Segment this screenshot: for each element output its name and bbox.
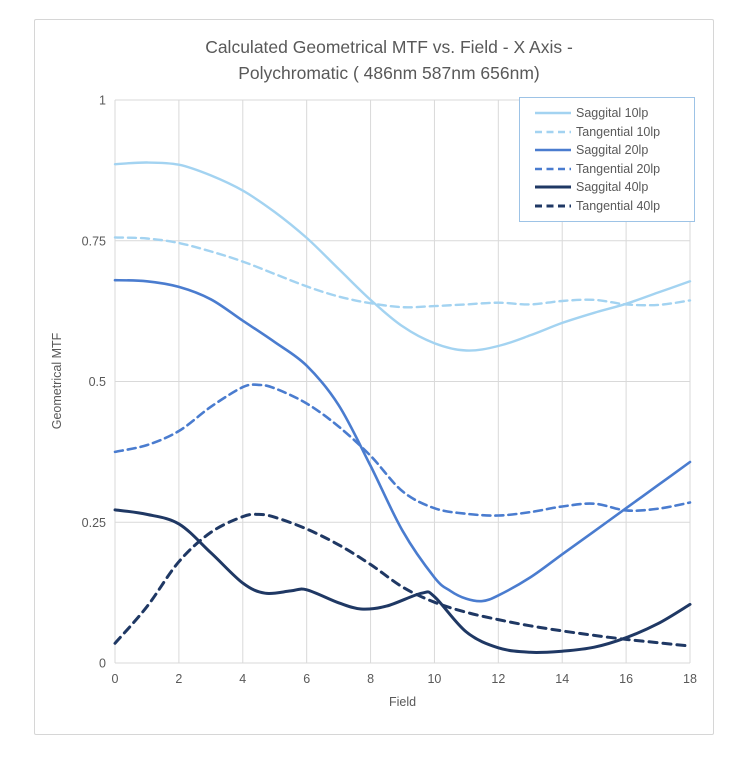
legend-label: Tangential 10lp — [576, 124, 661, 139]
x-tick-label: 12 — [491, 672, 505, 686]
series-line-tangential-20lp — [113, 383, 692, 517]
legend-line-sample — [535, 204, 571, 208]
y-tick-label: 0.75 — [82, 234, 106, 248]
legend-item-saggital-40lp: Saggital 40lp — [534, 178, 686, 197]
legend-line-sample — [535, 130, 571, 133]
legend: Saggital 10lp Tangential 10lp Saggital 20l… — [519, 97, 695, 222]
x-tick-label: 16 — [619, 672, 633, 686]
legend-line-sample — [535, 185, 571, 189]
legend-line-sample — [535, 167, 571, 171]
x-tick-label: 14 — [555, 672, 569, 686]
x-tick-label: 4 — [239, 672, 246, 686]
x-tick-label: 0 — [112, 672, 119, 686]
legend-label: Tangential 20lp — [576, 161, 661, 176]
chart-title-line-2: Polychromatic ( 486nm 587nm 656nm) — [238, 63, 540, 83]
legend-item-saggital-10lp: Saggital 10lp — [534, 104, 686, 123]
x-tick-label: 8 — [367, 672, 374, 686]
series-line-saggital-40lp — [113, 508, 692, 654]
legend-label: Saggital 40lp — [576, 180, 649, 195]
y-tick-label: 0.5 — [89, 375, 106, 389]
y-axis-title: Geometrical MTF — [50, 332, 64, 430]
series-line-tangential-10lp — [113, 236, 692, 309]
y-tick-label: 1 — [99, 94, 106, 108]
legend-line-sample — [535, 112, 571, 115]
legend-line-sample — [535, 148, 571, 152]
legend-item-saggital-20lp: Saggital 20lp — [534, 141, 686, 160]
legend-item-tangential-20lp: Tangential 20lp — [534, 160, 686, 179]
legend-label: Saggital 20lp — [576, 143, 649, 158]
legend-label: Tangential 40lp — [576, 198, 661, 213]
x-tick-label: 2 — [175, 672, 182, 686]
x-tick-label: 10 — [427, 672, 441, 686]
legend-item-tangential-10lp: Tangential 10lp — [534, 123, 686, 142]
series-line-tangential-40lp — [113, 512, 692, 648]
x-axis-title: Field — [388, 695, 417, 709]
series-line-saggital-20lp — [113, 278, 692, 603]
x-tick-label: 6 — [303, 672, 310, 686]
y-tick-label: 0 — [99, 657, 106, 671]
legend-item-tangential-40lp: Tangential 40lp — [534, 197, 686, 216]
series-line-saggital-10lp — [113, 161, 692, 352]
chart-title-line-1: Calculated Geometrical MTF vs. Field - X… — [205, 37, 573, 57]
chart-title: Calculated Geometrical MTF vs. Field - X… — [49, 34, 729, 86]
x-tick-label: 18 — [683, 672, 697, 686]
legend-label: Saggital 10lp — [576, 106, 649, 121]
y-tick-label: 0.25 — [82, 516, 106, 530]
